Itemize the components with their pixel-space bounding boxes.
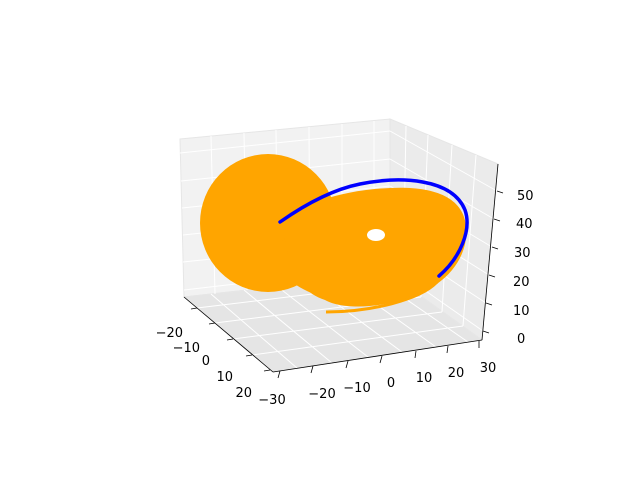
y-tick-labels: −20 −10 0 10 20	[156, 326, 252, 401]
x-tick-label: 30	[480, 361, 497, 376]
z-tick-label: 0	[517, 332, 525, 347]
y-tick-label: −10	[173, 341, 200, 356]
z-tick-label: 30	[514, 246, 531, 261]
x-tick-label: −20	[308, 387, 335, 402]
attractor-bridge	[270, 240, 332, 298]
y-axis-line	[183, 296, 274, 373]
x-tick-label: 0	[387, 376, 395, 391]
axis-lines	[183, 163, 499, 373]
series-highlight	[278, 178, 469, 278]
y-tick-label: 20	[235, 386, 252, 401]
x-tick-label: 20	[448, 366, 465, 381]
x-axis-line	[272, 339, 483, 373]
x-tick-label: 10	[416, 371, 433, 386]
x-tick-label: −30	[258, 393, 285, 408]
x-tick-label: −10	[343, 381, 370, 396]
z-tick-labels: 0 10 20 30 40 50	[513, 189, 534, 347]
y-tick-label: −20	[156, 326, 183, 341]
z-tick-label: 40	[516, 217, 533, 232]
attractor-outer-loop	[325, 280, 439, 314]
y-tick-label: 10	[216, 370, 233, 385]
z-tick-label: 20	[513, 275, 530, 290]
x-tick-labels: −30 −20 −10 0 10 20 30	[258, 361, 496, 408]
tick-marks	[190, 190, 504, 379]
attractor-hole	[367, 229, 385, 241]
z-axis-line	[481, 163, 499, 341]
attractor-right-lobe	[282, 187, 467, 307]
series-attractor	[200, 154, 467, 314]
z-tick-label: 10	[513, 304, 530, 319]
z-tick-label: 50	[517, 189, 534, 204]
y-tick-label: 0	[202, 354, 210, 369]
